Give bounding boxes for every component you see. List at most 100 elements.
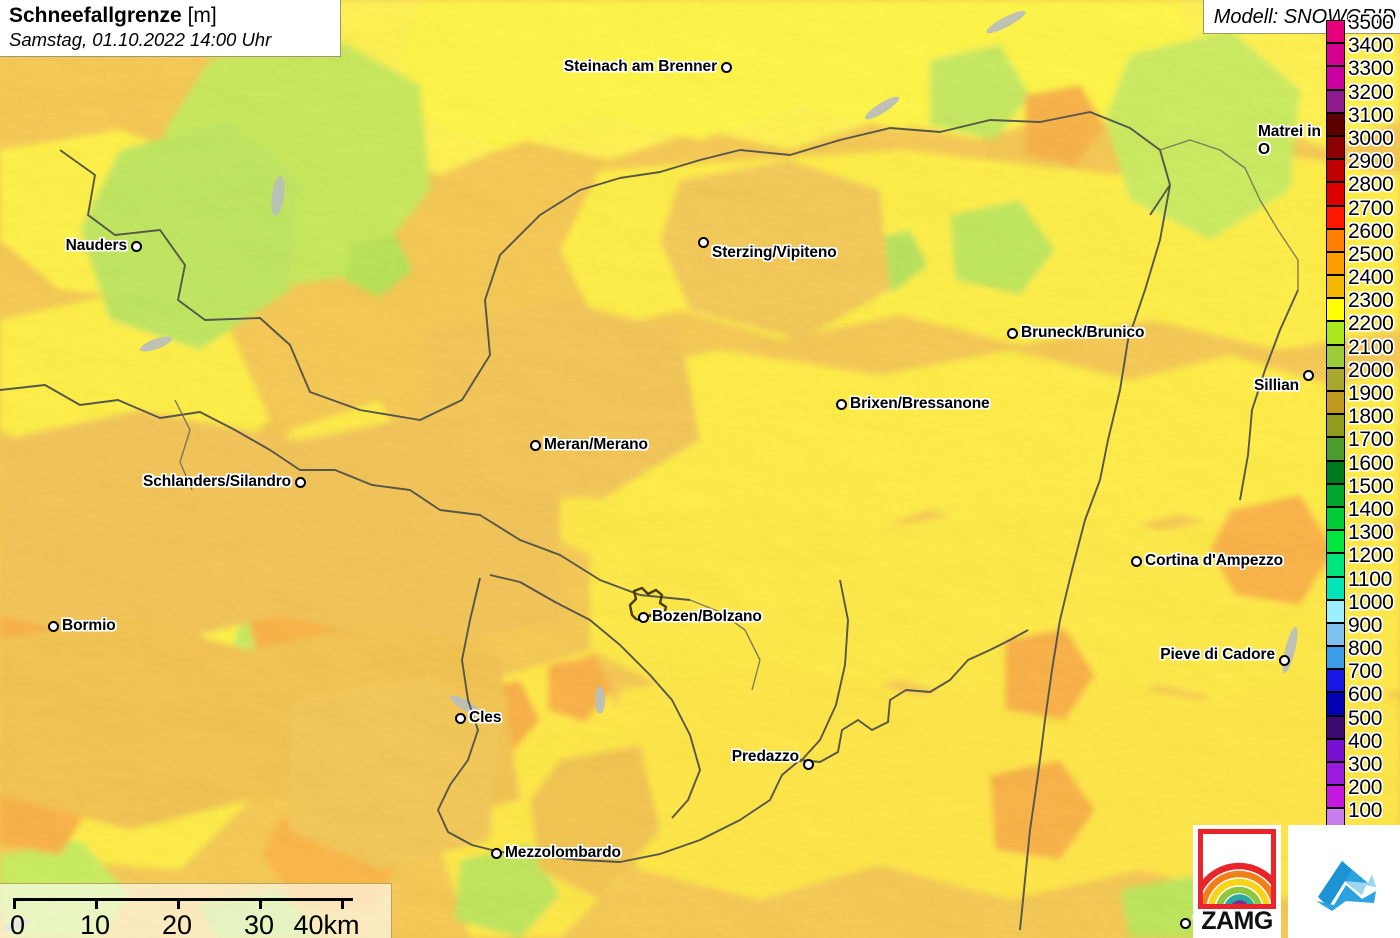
legend-tick-label: 1500: [1348, 474, 1394, 498]
legend-colorbar: 3500 3400 3300 3200 3100 3000 2900 2800 2700 2600…: [1324, 11, 1400, 832]
legend-row: 2300: [1324, 289, 1400, 322]
city-label: Brixen/Bressanone: [850, 395, 990, 412]
legend-row: 3500: [1324, 11, 1400, 44]
legend-row: 2000: [1324, 359, 1400, 391]
legend-row: 600: [1324, 683, 1400, 716]
legend-swatch: [1326, 646, 1345, 670]
city-marker[interactable]: [294, 476, 306, 488]
legend-swatch: [1326, 785, 1345, 809]
city-marker[interactable]: [1302, 369, 1314, 381]
legend-tick-label: 1100: [1348, 567, 1392, 591]
legend-row: 300: [1324, 753, 1400, 786]
title-box: Schneefallgrenze [m] Samstag, 01.10.2022…: [0, 0, 341, 57]
city-marker[interactable]: [454, 712, 466, 724]
city-marker[interactable]: [47, 620, 59, 632]
scale-label: 10: [79, 910, 111, 938]
city-marker[interactable]: [529, 439, 541, 451]
city-marker[interactable]: [1006, 327, 1018, 339]
scale-tick: [177, 898, 180, 909]
city-label: Bormio: [62, 617, 116, 634]
legend-tick-label: 1700: [1348, 428, 1394, 452]
legend-row: 3300: [1324, 57, 1400, 90]
legend-row: 2800: [1324, 173, 1400, 206]
legend-row: 1600: [1324, 452, 1400, 484]
zamg-wordmark: ZAMG: [1201, 907, 1273, 935]
legend-tick-label: 2900: [1348, 150, 1394, 174]
legend-row: 500: [1324, 707, 1400, 739]
legend-swatch: [1326, 576, 1345, 600]
legend-row: 1000: [1324, 591, 1400, 623]
city-label: Nauders: [65, 237, 127, 254]
legend-swatch: [1326, 483, 1345, 507]
legend-tick-label: 1900: [1348, 382, 1394, 405]
legend-swatch: [1326, 66, 1345, 90]
title-unit: [m]: [187, 4, 217, 27]
scale-label: 20: [161, 910, 193, 938]
legend-row: 700: [1324, 660, 1400, 693]
legend-tick-label: 3300: [1348, 57, 1394, 81]
city-marker[interactable]: [130, 240, 142, 252]
app-logo: [1288, 825, 1400, 938]
legend-row: 2200: [1324, 312, 1400, 345]
city-marker[interactable]: [802, 758, 814, 770]
legend-tick-label: 3500: [1348, 11, 1394, 34]
legend-row: 1100: [1324, 568, 1400, 600]
city-label: Cles: [469, 709, 502, 726]
legend-swatch: [1326, 112, 1345, 136]
legend-tick-label: 400: [1348, 729, 1383, 753]
city-marker[interactable]: [1179, 917, 1191, 929]
scale-tick: [95, 898, 98, 909]
title-timestamp: Samstag, 01.10.2022 14:00 Uhr: [9, 29, 272, 50]
legend-swatch: [1326, 692, 1345, 716]
city-label: Bozen/Bolzano: [652, 608, 762, 625]
legend-swatch: [1326, 460, 1345, 484]
legend-swatch: [1326, 159, 1345, 183]
scale-bar: 0 10 20 30 40km: [0, 883, 392, 938]
city-label: Mezzolombardo: [505, 844, 621, 861]
legend-tick-label: 2800: [1348, 173, 1394, 197]
city-marker[interactable]: [697, 236, 709, 248]
city-marker[interactable]: [720, 61, 732, 73]
city-marker[interactable]: [637, 611, 649, 623]
scale-tick: [341, 898, 344, 909]
legend-tick-label: 3200: [1348, 80, 1394, 104]
legend-row: 2900: [1324, 150, 1400, 183]
legend-swatch: [1326, 135, 1345, 160]
city-label: Meran/Merano: [544, 436, 648, 453]
city-label: Sillian: [1254, 377, 1299, 394]
city-label: Bruneck/Brunico: [1021, 324, 1145, 341]
legend-swatch: [1326, 205, 1345, 229]
title-parameter: Schneefallgrenze: [9, 4, 182, 27]
legend-row: 1700: [1324, 428, 1400, 461]
city-marker[interactable]: [490, 847, 502, 859]
city-marker[interactable]: [835, 398, 847, 410]
legend-swatch: [1326, 251, 1345, 276]
legend-tick-label: 1200: [1348, 544, 1394, 568]
city-marker[interactable]: [1278, 654, 1290, 666]
legend-swatch: [1326, 367, 1345, 391]
scale-label: 30: [243, 910, 275, 938]
legend-row: 2600: [1324, 220, 1400, 252]
legend-swatch: [1326, 89, 1345, 113]
legend-row: 3200: [1324, 81, 1400, 113]
legend-swatch: [1326, 182, 1345, 206]
legend-tick-label: 2700: [1348, 196, 1394, 220]
city-label: Steinach am Brenner: [563, 58, 717, 75]
legend-tick-label: 1600: [1348, 451, 1394, 475]
legend-row: 3100: [1324, 104, 1400, 136]
legend-tick-label: 1300: [1348, 521, 1394, 545]
legend-swatch: [1326, 738, 1345, 762]
city-label: Pieve di Cadore: [1160, 646, 1275, 663]
city-label: Cortina d'Ampezzo: [1145, 552, 1284, 569]
legend-row: 2100: [1324, 336, 1400, 368]
legend-tick-label: 300: [1348, 753, 1383, 776]
city-marker[interactable]: [1130, 555, 1142, 567]
legend-swatch: [1326, 715, 1345, 739]
legend-swatch: [1326, 530, 1345, 554]
legend-swatch: [1326, 506, 1345, 531]
city-label: Sterzing/Vipiteno: [712, 244, 837, 261]
legend-swatch: [1326, 43, 1345, 67]
mountain-arrow-icon: [1316, 861, 1376, 911]
legend-swatch: [1326, 228, 1345, 252]
